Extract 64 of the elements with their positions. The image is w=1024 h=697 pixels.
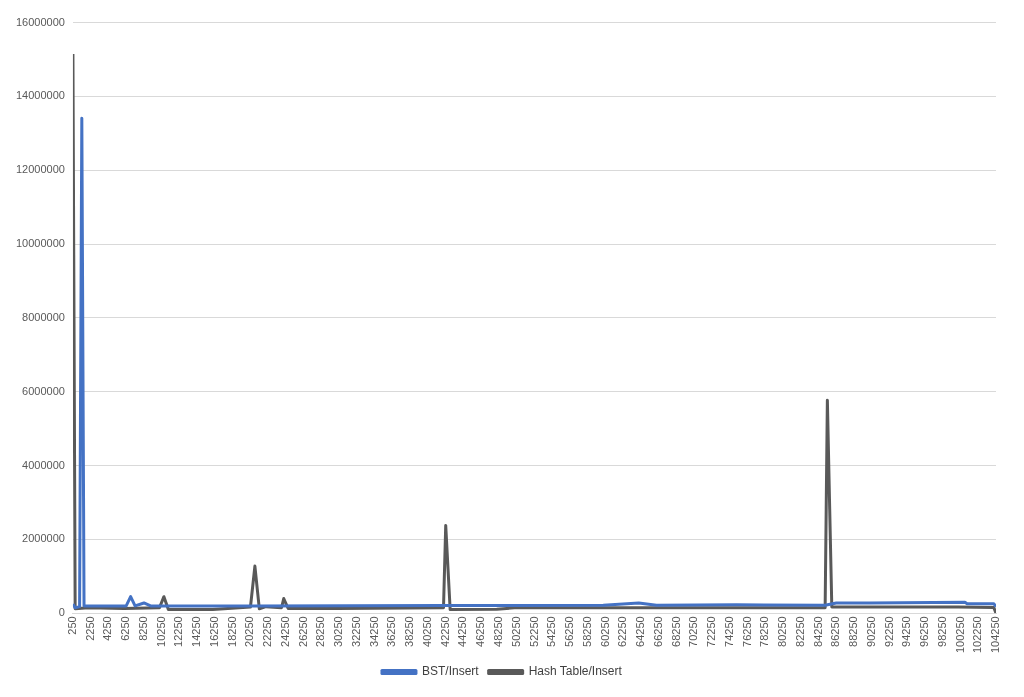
y-tick-label: 14000000 bbox=[15, 89, 65, 102]
x-tick-label: 78250 bbox=[758, 616, 771, 647]
x-tick-label: 16250 bbox=[207, 616, 220, 647]
x-tick-label: 94250 bbox=[900, 616, 913, 647]
legend-label: Hash Table/Insert bbox=[528, 664, 623, 679]
x-tick-label: 92250 bbox=[882, 616, 895, 647]
x-tick-label: 72250 bbox=[705, 616, 718, 647]
x-tick-label: 88250 bbox=[847, 616, 860, 647]
x-tick-label: 98250 bbox=[935, 616, 948, 647]
x-tick-label: 84250 bbox=[811, 616, 824, 647]
y-tick-label: 10000000 bbox=[15, 237, 65, 250]
x-tick-label: 34250 bbox=[367, 616, 380, 647]
x-tick-label: 70250 bbox=[687, 616, 700, 647]
x-tick-label: 32250 bbox=[349, 616, 362, 647]
x-tick-label: 58250 bbox=[580, 616, 593, 647]
x-tick-label: 22250 bbox=[261, 616, 274, 647]
x-tick-label: 26250 bbox=[296, 616, 309, 647]
x-tick-label: 82250 bbox=[793, 616, 806, 647]
x-tick-label: 38250 bbox=[403, 616, 416, 647]
x-tick-label: 12250 bbox=[172, 616, 185, 647]
y-tick-label: 2000000 bbox=[22, 532, 65, 545]
x-tick-label: 2250 bbox=[83, 616, 96, 641]
x-tick-label: 54250 bbox=[545, 616, 558, 647]
x-tick-label: 24250 bbox=[278, 616, 291, 647]
x-tick-label: 10250 bbox=[154, 616, 167, 647]
x-tick-label: 8250 bbox=[136, 616, 149, 641]
x-tick-label: 44250 bbox=[456, 616, 469, 647]
x-tick-label: 46250 bbox=[474, 616, 487, 647]
x-tick-label: 80250 bbox=[776, 616, 789, 647]
y-tick-label: 4000000 bbox=[22, 458, 65, 471]
legend-label: BST/Insert bbox=[421, 664, 480, 679]
x-tick-label: 50250 bbox=[509, 616, 522, 647]
x-tick-label: 28250 bbox=[314, 616, 327, 647]
x-tick-label: 62250 bbox=[616, 616, 629, 647]
x-tick-label: 250 bbox=[65, 616, 78, 635]
x-tick-label: 68250 bbox=[669, 616, 682, 647]
x-tick-label: 48250 bbox=[492, 616, 504, 647]
x-tick-label: 74250 bbox=[722, 616, 735, 647]
x-tick-label: 4250 bbox=[101, 616, 114, 641]
x-tick-label: 76250 bbox=[740, 616, 753, 647]
x-tick-label: 102250 bbox=[971, 616, 984, 654]
x-tick-label: 52250 bbox=[527, 616, 540, 647]
y-tick-label: 6000000 bbox=[22, 384, 65, 397]
y-tick-label: 12000000 bbox=[15, 163, 65, 176]
x-tick-label: 40250 bbox=[421, 616, 433, 647]
x-tick-label: 96250 bbox=[918, 616, 931, 647]
y-tick-label: 0 bbox=[58, 606, 65, 619]
x-tick-label: 60250 bbox=[598, 616, 611, 647]
x-tick-label: 18250 bbox=[225, 616, 238, 647]
x-tick-label: 20250 bbox=[243, 616, 256, 647]
y-tick-label: 16000000 bbox=[15, 15, 65, 28]
x-tick-label: 56250 bbox=[563, 616, 575, 647]
x-tick-label: 42250 bbox=[438, 616, 451, 647]
x-tick-label: 66250 bbox=[651, 616, 664, 647]
x-tick-label: 64250 bbox=[634, 616, 647, 647]
x-tick-label: 14250 bbox=[190, 616, 203, 647]
x-tick-label: 6250 bbox=[119, 616, 132, 641]
x-tick-label: 36250 bbox=[385, 616, 398, 647]
x-tick-label: 104250 bbox=[989, 616, 1002, 654]
x-tick-label: 86250 bbox=[829, 616, 842, 647]
x-tick-label: 30250 bbox=[332, 616, 345, 647]
y-tick-label: 8000000 bbox=[22, 310, 65, 323]
x-tick-label: 90250 bbox=[864, 616, 877, 647]
x-tick-label: 100250 bbox=[953, 616, 966, 654]
